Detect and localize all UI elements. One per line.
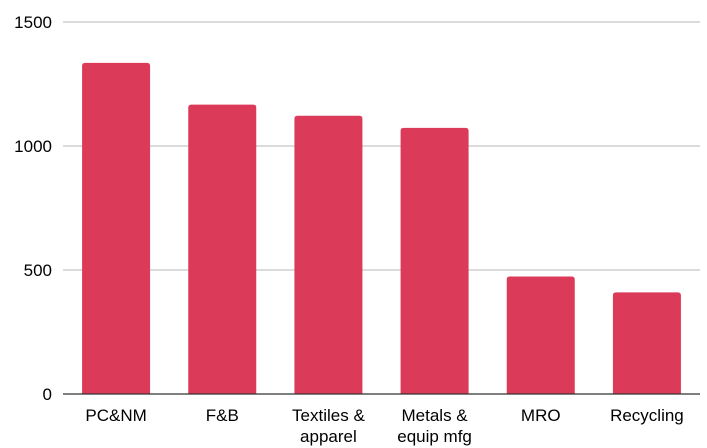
gridlines (63, 21, 700, 271)
bar (82, 62, 151, 395)
bar (188, 104, 257, 395)
x-tick-label: Textiles & apparel (292, 406, 365, 446)
y-tick-label: 0 (43, 385, 52, 404)
x-tick-label: Recycling (610, 406, 684, 425)
x-tick-label: Metals & equip mfg (397, 406, 472, 446)
y-tick-label: 1500 (14, 13, 52, 32)
x-tick-label: F&B (206, 406, 239, 425)
y-axis-tick-labels: 0 500 1000 1500 (14, 13, 52, 404)
x-axis-category-labels: PC&NM F&B Textiles & apparel Metals & equip m… (85, 406, 683, 446)
y-tick-label: 1000 (14, 137, 52, 156)
bar (612, 292, 681, 394)
bar (294, 115, 363, 394)
bars (82, 62, 681, 395)
x-tick-label: MRO (521, 406, 561, 425)
bar (506, 276, 575, 394)
bar (400, 127, 469, 395)
x-tick-label: PC&NM (85, 406, 146, 425)
y-tick-label: 500 (24, 261, 52, 280)
